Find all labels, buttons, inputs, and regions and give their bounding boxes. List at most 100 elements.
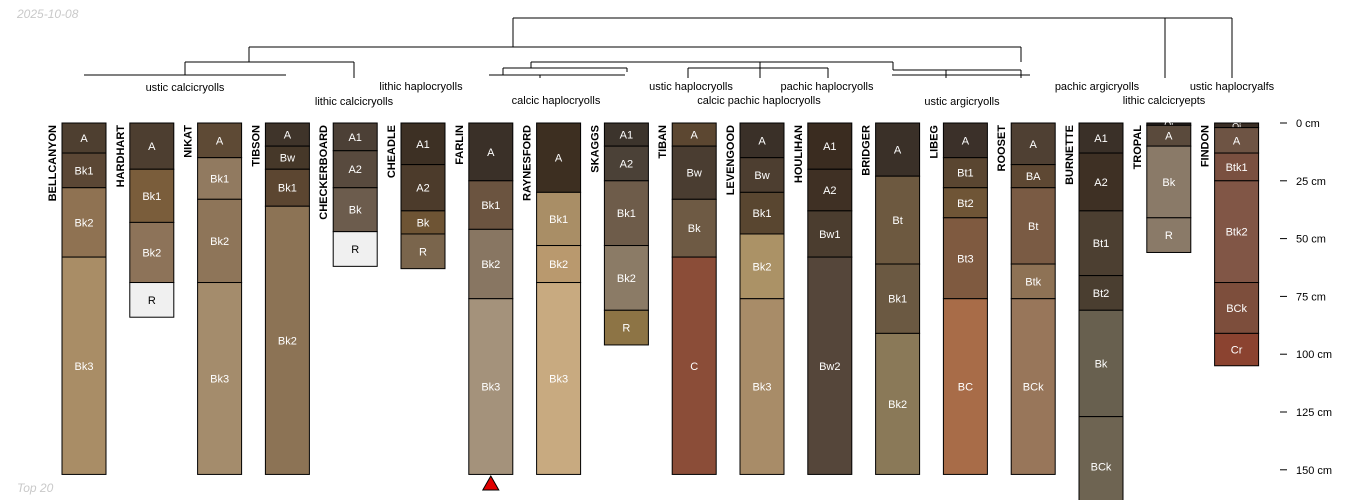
horizon-label: A2 bbox=[348, 164, 361, 176]
depth-tick-label: 75 cm bbox=[1296, 291, 1326, 303]
horizon-label: R bbox=[1165, 230, 1173, 242]
horizon-label: Bk bbox=[1095, 358, 1108, 370]
horizon-label: Bk2 bbox=[617, 273, 636, 285]
horizon-label: R bbox=[622, 323, 630, 335]
taxonomy-label: calcic pachic haplocryolls bbox=[697, 95, 821, 107]
horizon-r bbox=[332, 231, 378, 267]
profile-name-label: SKAGGS bbox=[589, 125, 601, 173]
profile-name-label: CHECKERBOARD bbox=[318, 125, 330, 220]
horizon-bt2 bbox=[942, 187, 988, 219]
profile-name-label: TIBSON bbox=[250, 125, 262, 167]
horizon-label: A bbox=[284, 130, 292, 142]
horizon-btk1 bbox=[1214, 152, 1260, 182]
taxonomy-label: pachic haplocryolls bbox=[781, 81, 874, 93]
horizon-bw bbox=[739, 157, 785, 193]
taxonomy-label: pachic argicryolls bbox=[1055, 81, 1140, 93]
horizon-bt bbox=[1010, 187, 1056, 265]
horizon-bk3 bbox=[536, 282, 582, 475]
horizon-bt1 bbox=[1078, 210, 1124, 277]
horizon-bt3 bbox=[942, 217, 988, 300]
profile-name-label: TROPAL bbox=[1132, 125, 1144, 170]
profile-tibson: A Bw Bk1 Bk2 TIBSON bbox=[250, 122, 310, 475]
profile-name-label: TIBAN bbox=[657, 125, 669, 159]
horizon-label: Bk2 bbox=[549, 259, 568, 271]
horizon-label: A2 bbox=[823, 185, 836, 197]
horizon-r bbox=[400, 233, 446, 270]
horizon-a2 bbox=[603, 145, 649, 182]
horizon-r bbox=[1146, 217, 1192, 253]
horizon-label: Bk1 bbox=[481, 200, 500, 212]
horizon-label: A bbox=[962, 135, 970, 147]
horizon-a2 bbox=[400, 164, 446, 212]
horizon-label: Bt2 bbox=[957, 198, 974, 210]
horizon-label: A1 bbox=[416, 139, 429, 151]
horizon-a1 bbox=[1078, 122, 1124, 154]
horizon-label: Bw1 bbox=[819, 229, 840, 241]
profile-farlin: A Bk1 Bk2 Bk3 FARLIN bbox=[454, 122, 514, 475]
horizon-label: Bt1 bbox=[1093, 238, 1110, 250]
horizon-bk3 bbox=[739, 298, 785, 475]
horizon-label: BCk bbox=[1023, 382, 1044, 394]
horizon-label: BA bbox=[1026, 171, 1041, 183]
horizon-label: Bk2 bbox=[278, 335, 297, 347]
taxonomy-label: ustic haplocryolls bbox=[649, 81, 733, 93]
profile-name-label: BELLCANYON bbox=[47, 125, 59, 201]
profile-name-label: ROOSET bbox=[996, 125, 1008, 172]
horizon-label: Btk1 bbox=[1226, 162, 1248, 174]
horizon-bk2 bbox=[739, 233, 785, 300]
depth-tick-label: 50 cm bbox=[1296, 234, 1326, 246]
profile-burnette: A1 A2 Bt1 Bt2 Bk BCk BURNETTE bbox=[1064, 122, 1124, 500]
horizon-label: Bk1 bbox=[549, 214, 568, 226]
horizon-label: Btk bbox=[1025, 276, 1041, 288]
horizon-label: Bw bbox=[687, 168, 702, 180]
horizon-a2 bbox=[332, 150, 378, 189]
horizon-label: C bbox=[690, 361, 698, 373]
horizon-bk2 bbox=[468, 228, 514, 300]
horizon-label: Cr bbox=[1231, 345, 1243, 357]
horizon-label: BC bbox=[958, 382, 973, 394]
horizon-bw1 bbox=[807, 210, 853, 258]
profile-findon: Oi A Btk1 Btk2 BCk Cr FINDON bbox=[1200, 121, 1260, 367]
horizon-label: A bbox=[894, 145, 902, 157]
horizon-label: Bk bbox=[417, 217, 430, 229]
horizon-label: Bk2 bbox=[753, 261, 772, 273]
horizon-bk2 bbox=[129, 221, 175, 284]
profile-name-label: LEVENGOOD bbox=[725, 125, 737, 195]
depth-axis: 0 cm 25 cm 50 cm 75 cm 100 cm 125 cm 150 cm bbox=[1280, 118, 1332, 477]
horizon-label: Bw bbox=[754, 170, 769, 182]
horizon-label: BCk bbox=[1226, 303, 1247, 315]
horizon-label: A1 bbox=[620, 130, 633, 142]
horizon-label: A bbox=[80, 133, 88, 145]
taxonomy-label: calcic haplocryolls bbox=[512, 95, 601, 107]
taxonomy-label: lithic haplocryolls bbox=[379, 81, 463, 93]
horizon-label: A bbox=[758, 135, 766, 147]
profile-name-label: HARDHART bbox=[115, 125, 127, 188]
horizon-a bbox=[739, 122, 785, 159]
horizon-label: Btk2 bbox=[1226, 227, 1248, 239]
horizon-label: A bbox=[1165, 131, 1173, 143]
horizon-label: Bt1 bbox=[957, 168, 974, 180]
taxonomy-label: ustic argicryolls bbox=[924, 96, 1000, 108]
horizon-bk1 bbox=[603, 180, 649, 247]
horizon-bk3 bbox=[197, 282, 243, 475]
horizon-a bbox=[1010, 122, 1056, 166]
horizon-a1 bbox=[400, 122, 446, 166]
profile-levengood: A Bw Bk1 Bk2 Bk3 LEVENGOOD bbox=[725, 122, 785, 475]
horizon-label: Bk1 bbox=[210, 173, 229, 185]
horizon-label: Bk1 bbox=[75, 165, 94, 177]
profile-skaggs: A1 A2 Bk1 Bk2 R SKAGGS bbox=[589, 122, 649, 346]
taxonomy-label: ustic calcicryolls bbox=[146, 82, 225, 94]
horizon-bk bbox=[332, 187, 378, 233]
horizon-label: A bbox=[1030, 139, 1038, 151]
horizon-label: Bw2 bbox=[819, 361, 840, 373]
horizon-label: Bt bbox=[1028, 221, 1038, 233]
horizon-label: Bk bbox=[349, 205, 362, 217]
horizon-a1 bbox=[332, 122, 378, 152]
horizon-label: Bk bbox=[688, 223, 701, 235]
depth-tick-label: 125 cm bbox=[1296, 407, 1332, 419]
profile-bellcanyon: A Bk1 Bk2 Bk3 BELLCANYON bbox=[47, 122, 107, 475]
horizon-bk3 bbox=[61, 256, 107, 475]
horizon-bck bbox=[1078, 416, 1124, 500]
horizon-bk2 bbox=[264, 205, 310, 475]
